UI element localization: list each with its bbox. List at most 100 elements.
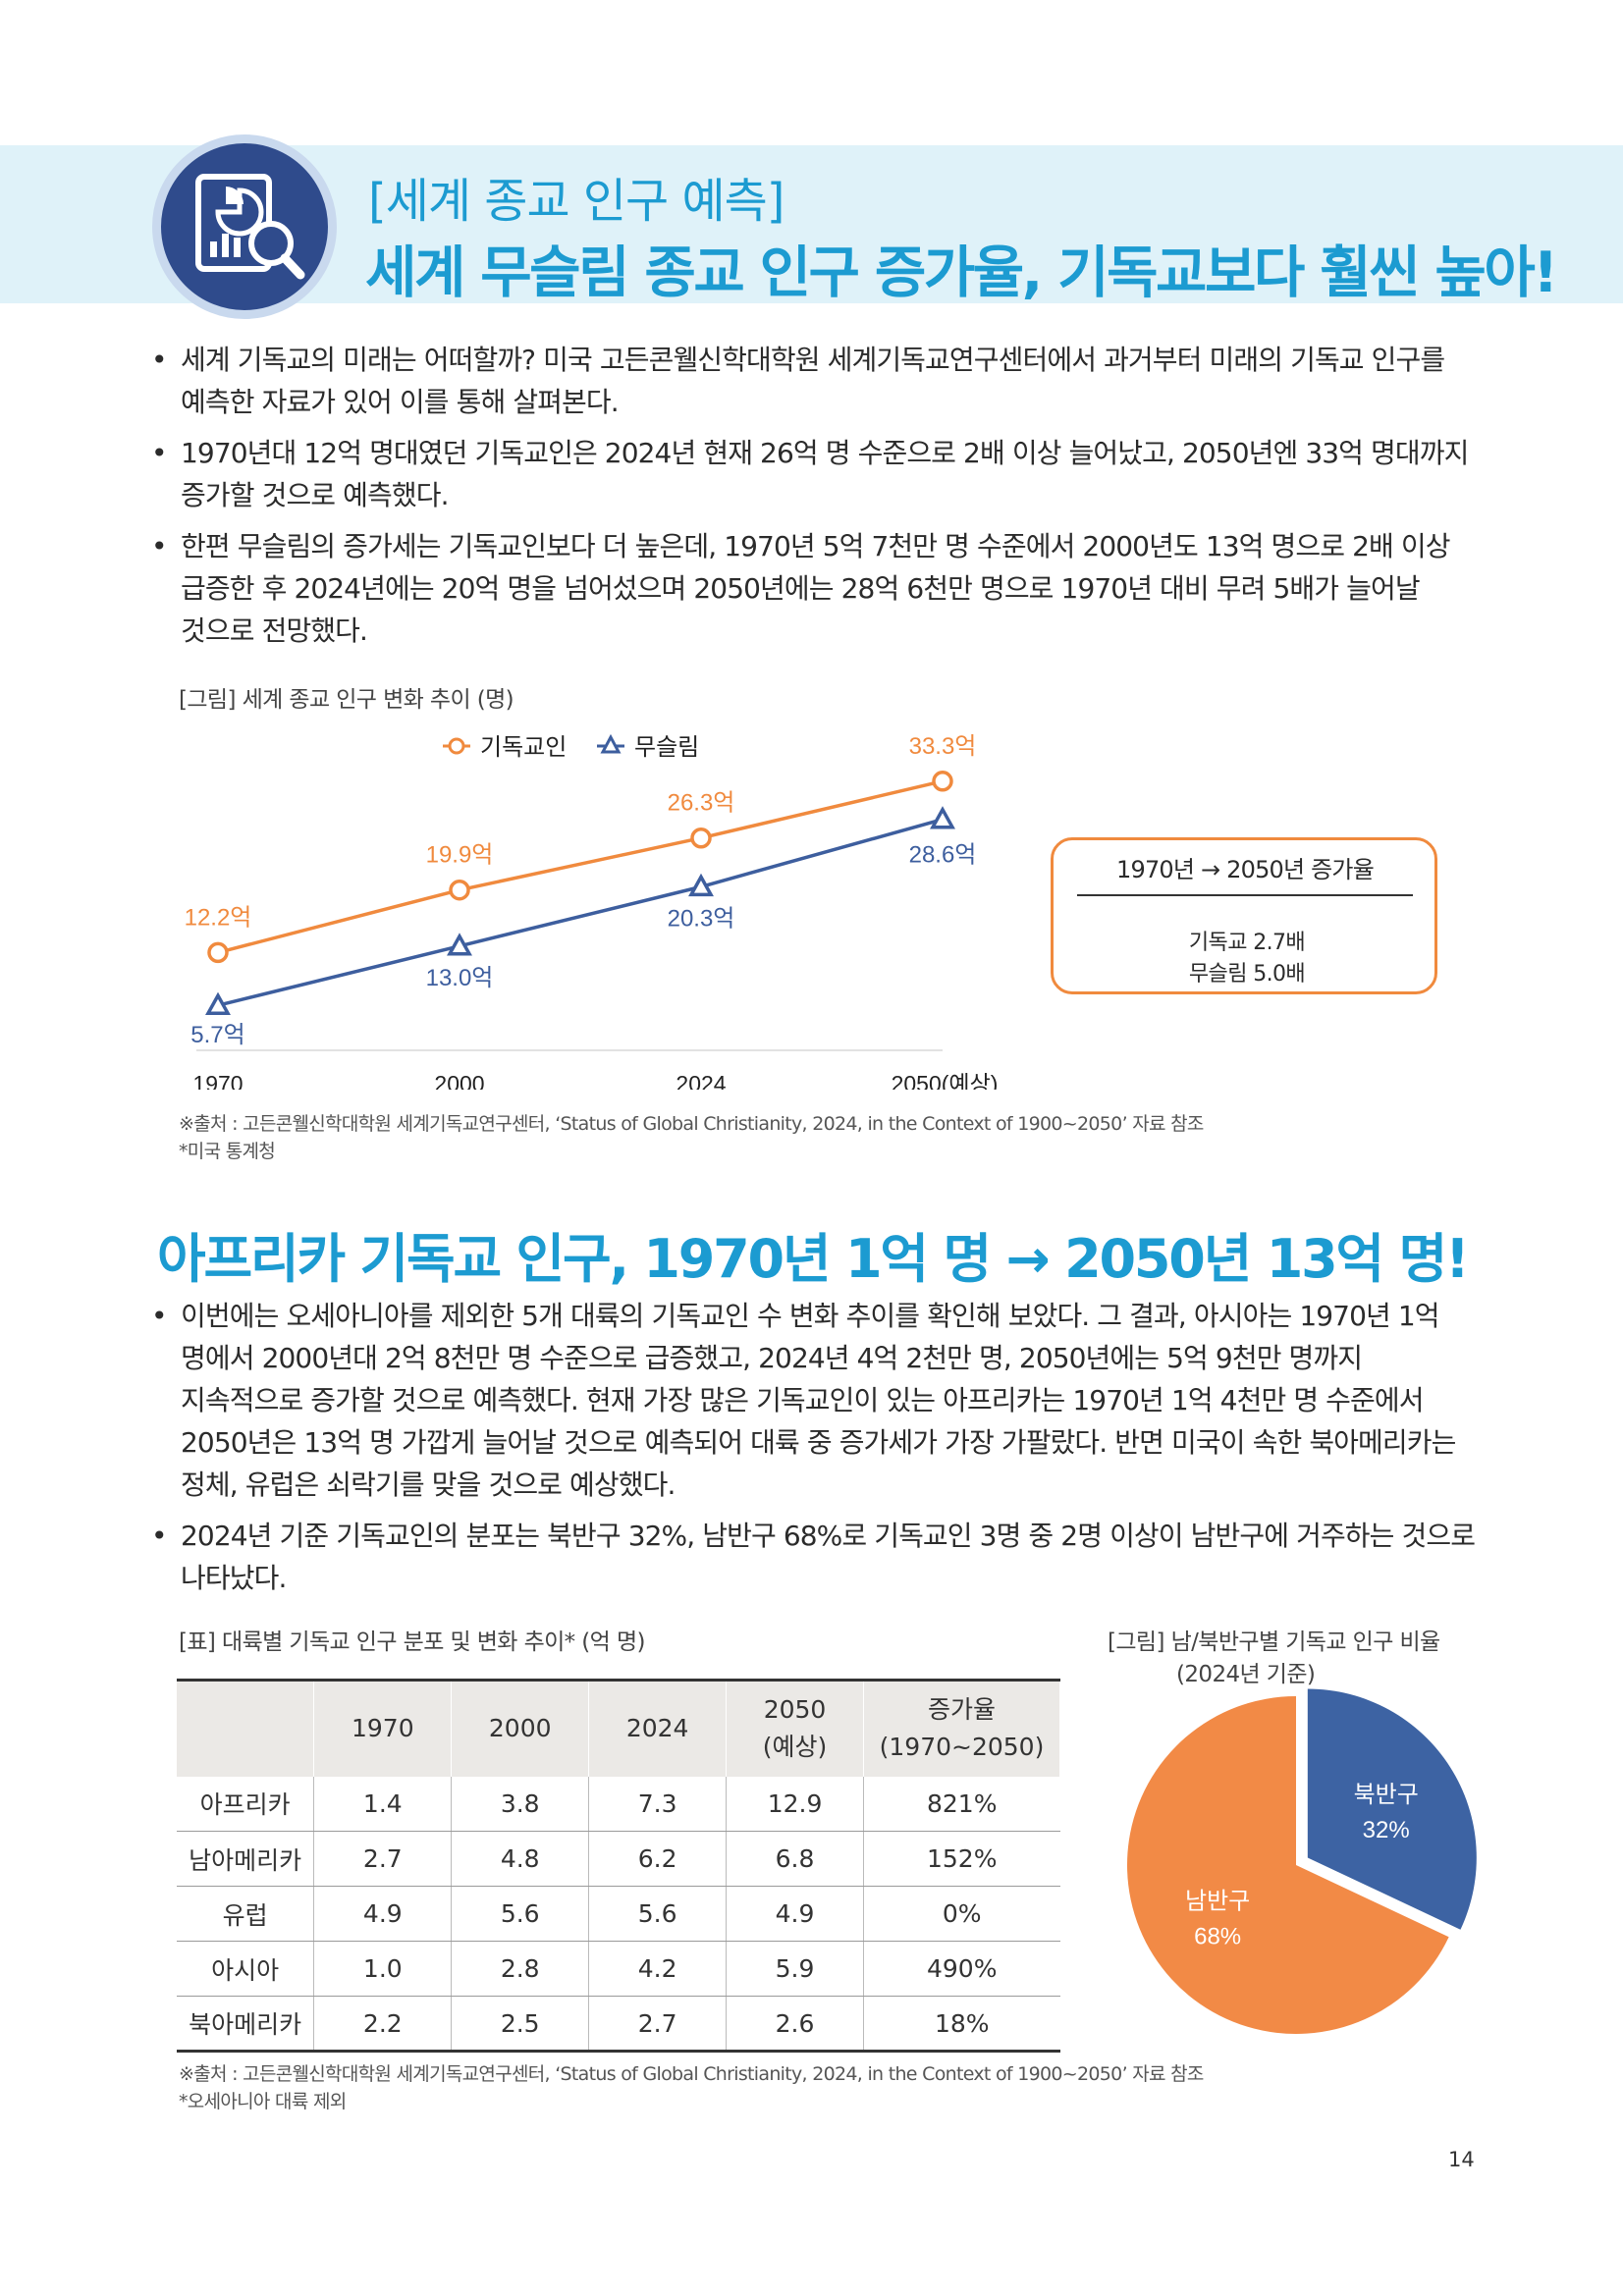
table-cell: 2.7	[588, 1996, 727, 2053]
pie-slice	[1307, 1688, 1477, 1930]
data-point-triangle	[930, 806, 955, 829]
bullet-item: 이번에는 오세아니아를 제외한 5개 대륙의 기독교인 수 변화 추이를 확인해…	[145, 1295, 1481, 1506]
table-header-cell: 2050 (예상)	[726, 1679, 864, 1777]
table-row: 북아메리카 2.2 2.5 2.7 2.6 18%	[177, 1996, 1060, 2053]
section-title: 아프리카 기독교 인구, 1970년 1억 명 → 2050년 13억 명!	[157, 1228, 1470, 1290]
pie-slice-value: 68%	[1194, 1924, 1241, 1950]
row-label: 아프리카	[177, 1776, 314, 1832]
table-header-cell: 2000	[451, 1679, 590, 1777]
table-cell: 2.8	[451, 1941, 589, 1997]
row-label: 아시아	[177, 1941, 314, 1997]
data-label: 28.6억	[909, 842, 977, 869]
table-cell: 18%	[862, 1996, 1060, 2053]
table-cell: 4.8	[451, 1831, 589, 1887]
growth-box-title: 1970년 → 2050년 증가율	[1077, 850, 1413, 896]
table-cell: 12.9	[726, 1776, 864, 1832]
data-point-triangle	[447, 933, 472, 956]
table-header-row: 1970 2000 2024 2050 (예상) 증가율 (1970~2050)	[177, 1679, 1061, 1777]
x-tick-label: 2050(예상)	[892, 1071, 999, 1090]
pie-slice-name: 북반구	[1354, 1782, 1419, 1808]
growth-muslim: 무슬림 5.0배	[1188, 962, 1306, 987]
data-label: 5.7억	[190, 1022, 244, 1048]
data-point-circle	[207, 941, 229, 964]
series-line-christian	[217, 779, 944, 955]
hemisphere-pie-chart: 북반구 32% 남반구 68%	[1127, 1688, 1477, 2034]
data-label: 13.0억	[426, 965, 494, 991]
x-tick-label: 1970	[192, 1071, 243, 1090]
page-title: 세계 무슬림 종교 인구 증가율, 기독교보다 훨씬 높아!	[365, 240, 1558, 305]
data-point-triangle	[688, 873, 714, 897]
chart-report-magnifier-icon	[152, 134, 337, 319]
figure-caption: [그림] 세계 종교 인구 변화 추이 (명)	[179, 687, 514, 713]
legend-label: 무슬림	[634, 734, 699, 761]
page-number: 14	[1448, 2148, 1475, 2171]
pie-caption: [그림] 남/북반구별 기독교 인구 비율	[1108, 1629, 1440, 1655]
data-point-circle	[690, 827, 712, 849]
table-cell: 2.2	[313, 1996, 452, 2053]
table-cell: 7.3	[588, 1776, 727, 1832]
table-cell: 2.7	[313, 1831, 452, 1887]
data-point-circle	[449, 879, 470, 901]
data-label: 20.3억	[668, 905, 735, 932]
table-cell: 5.9	[726, 1941, 864, 1997]
table-cell: 1.0	[313, 1941, 452, 1997]
table-cell: 5.6	[451, 1886, 589, 1942]
table-row: 아시아 1.0 2.8 4.2 5.9 490%	[177, 1941, 1060, 1997]
table-caption: [표] 대륙별 기독교 인구 분포 및 변화 추이* (억 명)	[179, 1629, 645, 1655]
x-tick-label: 2000	[434, 1071, 484, 1090]
continent-distribution-table: 1970 2000 2024 2050 (예상) 증가율 (1970~2050)…	[177, 1679, 1061, 2053]
intro-bullet-list: 세계 기독교의 미래는 어떠할까? 미국 고든콘웰신학대학원 세계기독교연구센터…	[145, 339, 1481, 661]
table-header-cell: 1970	[313, 1679, 453, 1777]
pie-slice	[1127, 1696, 1449, 2034]
table-cell: 821%	[862, 1776, 1060, 1832]
data-label: 33.3억	[909, 733, 977, 760]
source-text: ※출처 : 고든콘웰신학대학원 세계기독교연구센터, ‘Status of Gl…	[179, 2063, 1204, 2085]
footnote-text: *오세아니아 대륙 제외	[179, 2091, 347, 2112]
table-header-cell: 2024	[588, 1679, 728, 1777]
table-cell: 3.8	[451, 1776, 589, 1832]
pie-subtitle: (2024년 기준)	[1176, 1662, 1316, 1687]
data-label: 12.2억	[185, 904, 252, 931]
table-cell: 4.9	[313, 1886, 452, 1942]
header-kicker: [세계 종교 인구 예측]	[368, 174, 785, 229]
row-label: 북아메리카	[177, 1996, 314, 2053]
table-cell: 152%	[862, 1831, 1060, 1887]
table-cell: 2.6	[726, 1996, 864, 2053]
footnote-text: *미국 통계청	[179, 1141, 276, 1162]
table-header-blank	[177, 1679, 315, 1777]
row-label: 남아메리카	[177, 1831, 314, 1887]
table-cell: 0%	[862, 1886, 1060, 1942]
row-label: 유럽	[177, 1886, 314, 1942]
pie-slice-name: 남반구	[1185, 1889, 1250, 1915]
data-label: 19.9억	[426, 842, 494, 869]
table-row: 유럽 4.9 5.6 5.6 4.9 0%	[177, 1886, 1060, 1942]
table-row: 아프리카 1.4 3.8 7.3 12.9 821%	[177, 1776, 1060, 1832]
growth-christian: 기독교 2.7배	[1188, 931, 1306, 955]
continent-bullet-list: 이번에는 오세아니아를 제외한 5개 대륙의 기독교인 수 변화 추이를 확인해…	[145, 1295, 1481, 1608]
data-label: 26.3억	[668, 790, 735, 817]
table-cell: 490%	[862, 1941, 1060, 1997]
table-cell: 6.2	[588, 1831, 727, 1887]
table-cell: 2.5	[451, 1996, 589, 2053]
pie-slice-value: 32%	[1363, 1817, 1410, 1843]
legend-label: 기독교인	[480, 734, 567, 761]
religion-population-line-chart: 1970 2000 2024 2050(예상) 기독교인 무슬림 12.2억 19.9억 26.…	[185, 733, 999, 1090]
table-cell: 4.2	[588, 1941, 727, 1997]
legend-triangle-marker	[600, 733, 622, 754]
legend-circle-marker	[448, 737, 465, 755]
table-cell: 5.6	[588, 1886, 727, 1942]
bullet-item: 1970년대 12억 명대였던 기독교인은 2024년 현재 26억 명 수준으…	[145, 432, 1481, 516]
x-tick-label: 2024	[676, 1071, 726, 1090]
bullet-item: 세계 기독교의 미래는 어떠할까? 미국 고든콘웰신학대학원 세계기독교연구센터…	[145, 339, 1481, 423]
table-cell: 6.8	[726, 1831, 864, 1887]
source-note: ※출처 : 고든콘웰신학대학원 세계기독교연구센터, ‘Status of Gl…	[179, 1110, 1204, 1165]
bullet-item: 2024년 기준 기독교인의 분포는 북반구 32%, 남반구 68%로 기독교…	[145, 1515, 1481, 1599]
series-line-muslim	[217, 818, 944, 1007]
data-point-circle	[932, 771, 953, 792]
table-row: 남아메리카 2.7 4.8 6.2 6.8 152%	[177, 1831, 1060, 1887]
growth-rate-box: 1970년 → 2050년 증가율 기독교 2.7배 무슬림 5.0배	[1051, 837, 1437, 994]
source-note-2: ※출처 : 고든콘웰신학대학원 세계기독교연구센터, ‘Status of Gl…	[179, 2060, 1204, 2115]
bullet-item: 한편 무슬림의 증가세는 기독교인보다 더 높은데, 1970년 5억 7천만 …	[145, 525, 1481, 652]
source-text: ※출처 : 고든콘웰신학대학원 세계기독교연구센터, ‘Status of Gl…	[179, 1113, 1204, 1135]
data-point-triangle	[205, 991, 231, 1015]
